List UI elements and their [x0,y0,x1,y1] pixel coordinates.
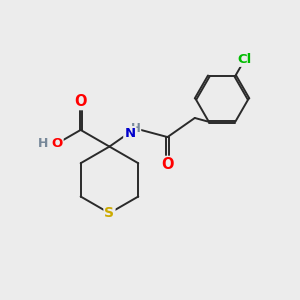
Text: Cl: Cl [238,53,252,66]
Text: N: N [124,127,135,140]
Text: O: O [74,94,87,109]
Text: O: O [51,137,63,150]
Text: H: H [38,137,49,150]
Text: H: H [130,122,140,135]
Text: O: O [161,157,174,172]
Text: S: S [104,206,115,220]
